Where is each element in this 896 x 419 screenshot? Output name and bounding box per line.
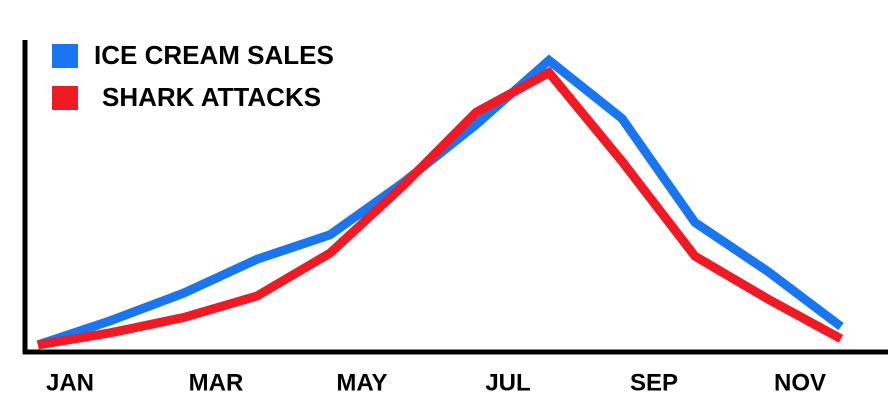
x-tick-label: MAR [189, 369, 244, 396]
series-line [37, 66, 844, 350]
legend-label: SHARK ATTACKS [102, 82, 321, 112]
x-tick-label: MAY [336, 369, 387, 396]
legend-swatch [52, 86, 78, 110]
x-tick-label: JUL [485, 369, 530, 396]
x-tick-label: SEP [630, 369, 678, 396]
x-tick-label: JAN [46, 369, 94, 396]
legend-label: ICE CREAM SALES [94, 40, 334, 70]
x-tick-label: NOV [774, 369, 826, 396]
legend-swatch [52, 44, 78, 68]
